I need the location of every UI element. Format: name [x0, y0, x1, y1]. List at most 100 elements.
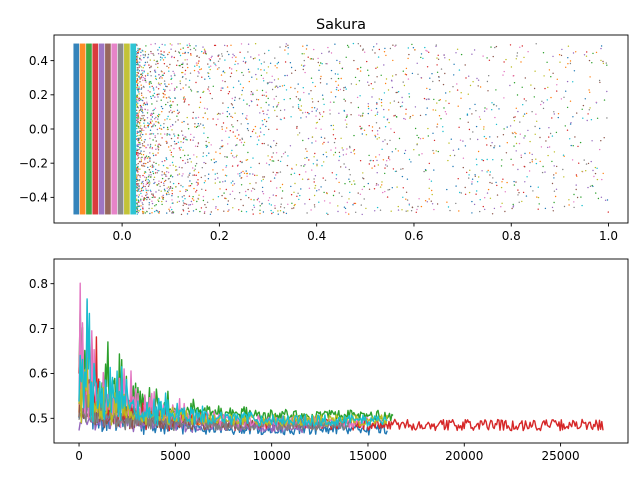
scatter-point — [173, 89, 176, 91]
scatter-point — [187, 46, 189, 49]
scatter-point — [150, 95, 152, 98]
scatter-point — [598, 79, 601, 82]
scatter-point — [213, 161, 216, 164]
scatter-point — [427, 127, 429, 130]
scatter-point — [495, 105, 498, 107]
scatter-point — [293, 204, 295, 207]
scatter-point — [256, 78, 258, 80]
scatter-point — [316, 121, 319, 124]
scatter-point — [185, 78, 187, 80]
scatter-point — [143, 172, 146, 174]
scatter-point — [138, 49, 140, 51]
scatter-point — [334, 151, 337, 154]
scatter-point — [137, 204, 139, 206]
scatter-point — [204, 112, 206, 114]
bottom-y-tick-label: 0.6 — [29, 367, 48, 381]
scatter-point — [158, 200, 160, 203]
scatter-point — [137, 82, 139, 85]
scatter-point — [203, 107, 206, 110]
scatter-point — [262, 176, 264, 178]
plot-title: Sakura — [316, 17, 366, 33]
scatter-point — [226, 115, 229, 118]
scatter-point — [138, 97, 140, 100]
scatter-point — [285, 89, 288, 91]
scatter-point — [509, 44, 512, 46]
scatter-point — [172, 70, 174, 73]
scatter-point — [166, 190, 169, 193]
scatter-point — [162, 194, 164, 197]
scatter-point — [160, 133, 162, 135]
scatter-point — [158, 197, 161, 199]
scatter-point — [164, 56, 166, 59]
scatter-point — [363, 185, 365, 188]
scatter-point — [588, 59, 591, 62]
scatter-point — [148, 180, 151, 182]
scatter-point — [198, 194, 200, 196]
scatter-point — [146, 61, 149, 63]
scatter-point — [297, 192, 299, 194]
scatter-point — [213, 158, 215, 160]
scatter-point — [232, 53, 234, 55]
scatter-point — [380, 99, 383, 101]
scatter-point — [375, 184, 377, 186]
scatter-point — [565, 90, 567, 92]
scatter-point — [212, 85, 214, 88]
scatter-point — [539, 136, 541, 139]
scatter-point — [281, 190, 284, 192]
scatter-point — [153, 178, 155, 181]
scatter-point — [554, 195, 557, 198]
scatter-point — [150, 52, 152, 55]
scatter-point — [177, 112, 179, 115]
scatter-point — [169, 43, 171, 45]
scatter-point — [469, 169, 471, 171]
scatter-point — [525, 100, 527, 102]
scatter-point — [138, 66, 140, 69]
scatter-point — [160, 105, 163, 108]
scatter-point — [189, 48, 192, 51]
scatter-point — [161, 137, 163, 139]
scatter-point — [148, 207, 150, 210]
scatter-point — [326, 156, 328, 158]
scatter-point — [313, 194, 316, 197]
scatter-point — [346, 201, 348, 204]
scatter-point — [152, 109, 154, 112]
scatter-point — [259, 112, 261, 114]
scatter-point — [138, 131, 140, 133]
scatter-point — [139, 48, 141, 50]
scatter-point — [476, 164, 478, 166]
scatter-point — [297, 104, 300, 106]
scatter-point — [339, 88, 342, 91]
scatter-dense-band — [117, 43, 124, 215]
scatter-point — [506, 142, 508, 144]
scatter-point — [185, 84, 187, 86]
scatter-point — [376, 66, 379, 69]
scatter-point — [305, 148, 307, 150]
scatter-point — [346, 114, 348, 116]
scatter-point — [142, 54, 144, 56]
scatter-point — [296, 195, 298, 197]
scatter-point — [202, 199, 205, 202]
scatter-point — [399, 106, 402, 108]
scatter-point — [432, 80, 434, 83]
scatter-point — [338, 112, 340, 115]
scatter-point — [149, 212, 151, 215]
scatter-point — [491, 142, 493, 144]
scatter-point — [141, 195, 143, 197]
scatter-point — [270, 204, 272, 206]
scatter-point — [589, 91, 591, 94]
scatter-point — [411, 206, 414, 208]
scatter-point — [590, 160, 592, 163]
scatter-point — [273, 140, 275, 142]
scatter-point — [217, 60, 220, 62]
scatter-point — [308, 159, 310, 161]
scatter-point — [471, 53, 473, 55]
scatter-point — [485, 137, 487, 140]
scatter-point — [149, 71, 152, 73]
scatter-point — [187, 207, 189, 209]
scatter-point — [274, 57, 276, 59]
scatter-point — [388, 121, 390, 124]
scatter-point — [548, 127, 550, 129]
scatter-point — [139, 109, 142, 111]
scatter-point — [402, 70, 404, 72]
scatter-point — [232, 207, 234, 209]
